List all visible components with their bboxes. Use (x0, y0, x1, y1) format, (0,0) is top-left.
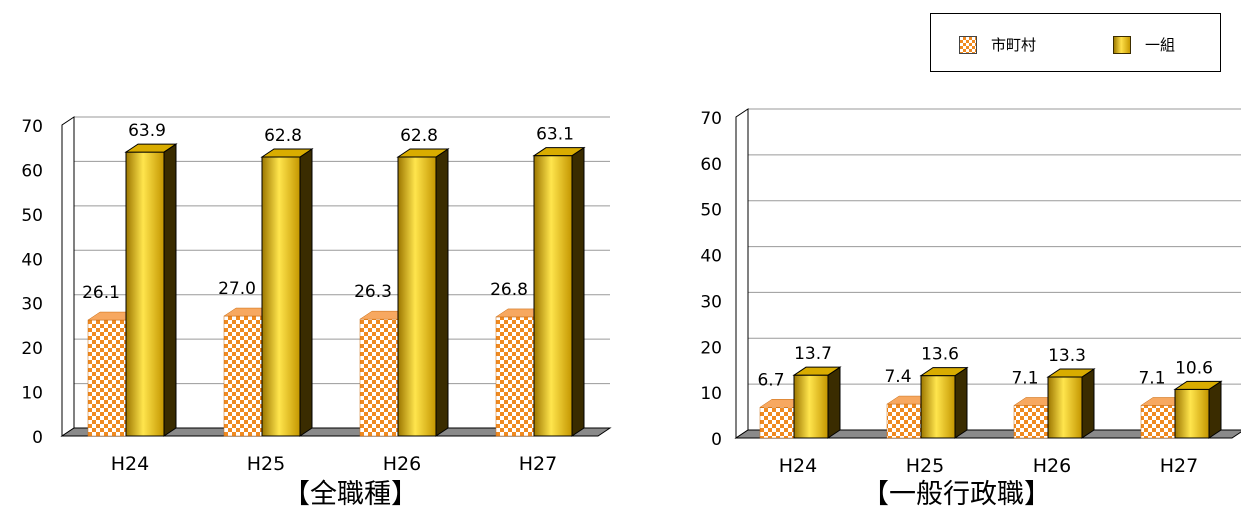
bar-ichikumi (793, 374, 829, 439)
bar-ichikumi-side (571, 146, 585, 437)
bar-ichikumi (533, 155, 573, 437)
legend-swatch-municipality (959, 35, 977, 54)
bar-ichikumi-top (792, 366, 842, 376)
x-category-label: H24 (111, 453, 149, 475)
x-category-label: H24 (779, 455, 817, 477)
y-tick-label: 40 (21, 250, 43, 270)
data-label-municipality: 27.0 (218, 279, 256, 299)
chart-general-administration: 0 10 20 30 40 50 60 70 6.7 13.7 H24 7.4 13.6 H25 7.1 13… (700, 108, 1241, 477)
bar-ichikumi-side (827, 366, 841, 439)
bar-ichikumi-top (396, 148, 450, 158)
x-category-label: H27 (519, 453, 557, 475)
legend-item-municipality: 市町村 (959, 34, 1036, 55)
data-label-municipality: 6.7 (757, 370, 784, 390)
x-category-label: H27 (1160, 455, 1198, 477)
legend-label-ichikumi: 一組 (1145, 36, 1176, 54)
bar-ichikumi-top (532, 147, 586, 157)
bar-ichikumi-side (954, 366, 968, 439)
bar-municipality (495, 316, 535, 437)
legend-label-municipality: 市町村 (991, 36, 1037, 54)
y-tick-label: 50 (21, 206, 43, 226)
y-tick-label: 10 (700, 384, 722, 404)
y-tick-label: 10 (21, 384, 43, 404)
data-label-ichikumi: 63.1 (536, 125, 574, 145)
y-tick-label: 70 (21, 117, 43, 137)
chart-title-all-occupations: 【全職種】 (283, 479, 418, 510)
bar-ichikumi-side (1081, 368, 1095, 439)
bar-municipality (1013, 405, 1049, 439)
y-tick-label: 20 (700, 338, 722, 358)
data-label-ichikumi: 13.3 (1048, 346, 1086, 366)
bar-municipality (759, 407, 795, 439)
bar-ichikumi (1047, 376, 1083, 439)
y-tick-label: 50 (700, 201, 722, 221)
bar-municipality (1140, 405, 1176, 439)
bar-ichikumi-top (260, 148, 314, 158)
bar-municipality (87, 319, 127, 437)
bar-ichikumi-top (1046, 368, 1096, 378)
data-label-ichikumi: 62.8 (400, 126, 438, 146)
data-label-ichikumi: 13.7 (794, 344, 832, 364)
bar-ichikumi-top (919, 367, 969, 377)
bar-ichikumi-side (163, 143, 177, 437)
bar-ichikumi (1174, 388, 1210, 439)
x-category-label: H26 (383, 453, 421, 475)
bar-ichikumi-side (1208, 380, 1222, 439)
y-tick-label: 30 (21, 295, 43, 315)
chart-title-general-administration: 【一般行政職】 (862, 479, 1051, 510)
y-tick-label: 40 (700, 247, 722, 267)
bar-ichikumi-top (124, 143, 178, 153)
bar-ichikumi-side (299, 148, 313, 437)
bar-ichikumi (397, 156, 437, 437)
y-tick-label: 60 (700, 155, 722, 175)
y-tick-label: 20 (21, 339, 43, 359)
data-label-municipality: 26.8 (490, 280, 528, 300)
y-tick-label: 0 (32, 428, 43, 448)
plot-side-wall (61, 116, 75, 437)
data-label-municipality: 7.4 (884, 367, 911, 387)
bar-ichikumi (125, 151, 165, 437)
bar-ichikumi (920, 375, 956, 439)
x-category-label: H25 (906, 455, 944, 477)
plot-side-wall (735, 108, 749, 439)
legend-item-ichikumi: 一組 (1113, 34, 1175, 55)
x-category-label: H26 (1033, 455, 1071, 477)
bar-ichikumi (261, 156, 301, 437)
data-label-ichikumi: 13.6 (921, 345, 959, 365)
bar-municipality (223, 315, 263, 437)
data-label-municipality: 7.1 (1011, 368, 1038, 388)
y-tick-label: 0 (711, 430, 722, 450)
data-label-municipality: 7.1 (1138, 368, 1165, 388)
bar-municipality (886, 403, 922, 439)
data-label-ichikumi: 62.8 (264, 126, 302, 146)
bar-ichikumi-side (435, 148, 449, 437)
x-category-label: H25 (247, 453, 285, 475)
legend-swatch-ichikumi (1113, 35, 1131, 54)
chart-all-occupations: 0 10 20 30 40 50 60 70 26.1 63.9 H24 27.0 62.8 H25 26.… (21, 116, 612, 475)
y-tick-label: 70 (700, 109, 722, 129)
chart-legend: 市町村 一組 (930, 13, 1221, 72)
data-label-municipality: 26.3 (354, 282, 392, 302)
bar-municipality (359, 318, 399, 437)
data-label-municipality: 26.1 (82, 283, 120, 303)
data-label-ichikumi: 10.6 (1175, 358, 1213, 378)
y-tick-label: 30 (700, 292, 722, 312)
y-tick-label: 60 (21, 161, 43, 181)
data-label-ichikumi: 63.9 (128, 121, 166, 141)
bar-ichikumi-top (1173, 380, 1223, 390)
